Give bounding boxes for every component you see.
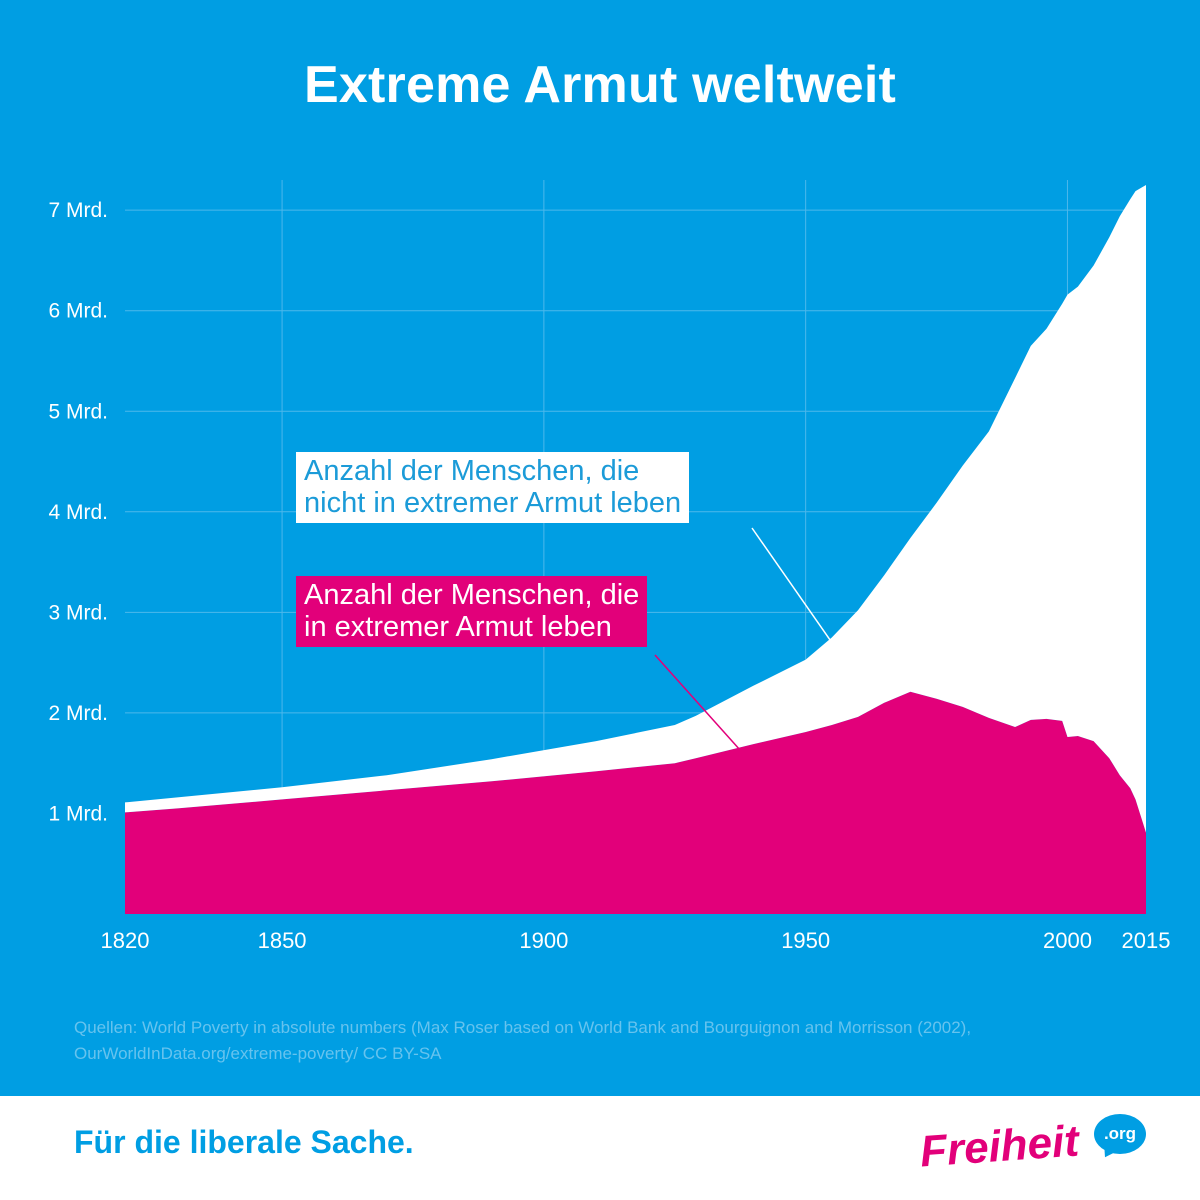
- x-tick-label: 1950: [781, 928, 830, 953]
- annotation-not-poor-line-1: Anzahl der Menschen, die: [304, 455, 640, 487]
- annotation-pointers: [654, 527, 833, 754]
- source-line-2: OurWorldInData.org/extreme-poverty/ CC B…: [74, 1043, 442, 1063]
- annotation-not-poor: Anzahl der Menschen, die nicht in extrem…: [296, 452, 690, 523]
- x-tick-label: 2015: [1122, 928, 1171, 953]
- annotation-poor-line-1: Anzahl der Menschen, die: [304, 579, 640, 611]
- annotation-poor-line-2: in extremer Armut leben: [304, 611, 612, 644]
- chart-areas: [125, 185, 1146, 914]
- area-not-extreme-poverty: [125, 185, 1146, 833]
- y-tick-label: 1 Mrd.: [48, 802, 108, 825]
- x-tick-label: 1900: [519, 928, 568, 953]
- y-tick-label: 7 Mrd.: [48, 199, 108, 222]
- x-tick-label: 2000: [1043, 928, 1092, 953]
- annotation-poor: Anzahl der Menschen, die in extremer Arm…: [296, 576, 648, 647]
- x-tick-label: 1820: [101, 928, 150, 953]
- footer-tagline: Für die liberale Sache.: [74, 1124, 414, 1160]
- y-axis: 1 Mrd. 2 Mrd. 3 Mrd. 4 Mrd. 5 Mrd. 6 Mrd. 7 Mr…: [48, 199, 108, 825]
- chart-title: Extreme Armut weltweit: [304, 56, 896, 114]
- area-chart: 1 Mrd. 2 Mrd. 3 Mrd. 4 Mrd. 5 Mrd. 6 Mrd. 7 Mr…: [48, 180, 1171, 953]
- logo-wordmark: Freiheit: [918, 1116, 1081, 1177]
- y-tick-label: 3 Mrd.: [48, 601, 108, 624]
- y-tick-label: 5 Mrd.: [48, 400, 108, 423]
- annotation-not-poor-line-2: nicht in extremer Armut leben: [304, 487, 682, 520]
- source-line-1: Quellen: World Poverty in absolute numbe…: [74, 1018, 972, 1037]
- pointer-poor: [654, 654, 744, 754]
- y-tick-label: 6 Mrd.: [48, 300, 108, 323]
- area-extreme-poverty: [125, 691, 1146, 914]
- y-tick-label: 4 Mrd.: [48, 501, 108, 524]
- y-tick-label: 2 Mrd.: [48, 702, 108, 725]
- x-tick-label: 1850: [258, 928, 307, 953]
- freiheit-logo[interactable]: Freiheit .org: [918, 1114, 1150, 1184]
- x-axis: 1820 1850 1900 1950 2000 2015: [101, 928, 1171, 953]
- logo-speech-bubble-icon: .org: [1094, 1114, 1146, 1154]
- pointer-not-poor: [751, 527, 833, 643]
- source-note: Quellen: World Poverty in absolute numbe…: [74, 1015, 1154, 1066]
